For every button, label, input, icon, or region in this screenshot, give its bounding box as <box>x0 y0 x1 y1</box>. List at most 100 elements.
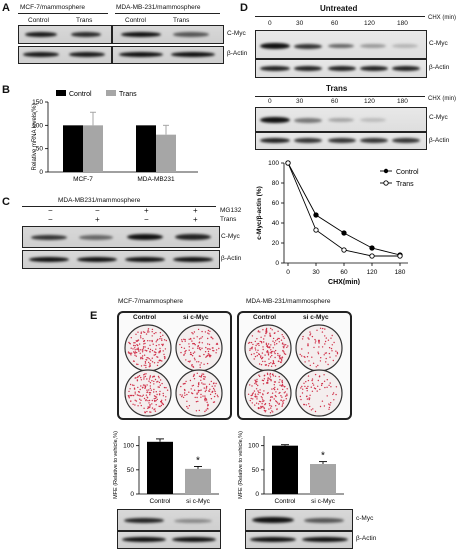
colony <box>142 384 145 386</box>
colony <box>263 390 265 392</box>
colony <box>282 349 284 352</box>
colony <box>307 345 309 347</box>
colony <box>160 404 163 407</box>
bar-si-cmyc <box>185 468 211 494</box>
colony <box>198 375 201 377</box>
colony <box>156 381 158 383</box>
colony <box>330 337 332 339</box>
colony <box>153 388 155 391</box>
colony <box>274 386 276 389</box>
colony <box>151 403 153 405</box>
colony <box>134 391 136 393</box>
colony <box>267 392 269 394</box>
colony <box>267 343 270 345</box>
colony <box>263 407 265 409</box>
colony <box>273 381 276 383</box>
colony <box>335 386 338 388</box>
colony <box>283 399 285 402</box>
colony <box>161 360 163 362</box>
colony <box>147 329 149 331</box>
colony <box>269 378 271 380</box>
colony <box>149 392 152 394</box>
colony <box>188 361 191 363</box>
colony <box>186 405 188 408</box>
colony <box>305 404 307 406</box>
colony <box>198 338 201 340</box>
colony <box>204 351 207 353</box>
colony <box>265 343 268 346</box>
colony <box>286 346 288 349</box>
colony <box>257 384 259 387</box>
colony <box>134 399 136 401</box>
colony <box>254 379 256 381</box>
colony <box>157 386 159 388</box>
colony <box>309 394 311 396</box>
colony <box>184 338 186 341</box>
colony <box>287 345 289 347</box>
colony <box>325 361 327 363</box>
y-tick-label: 0 <box>130 491 134 498</box>
legend-label-control: Control <box>396 169 419 176</box>
colony <box>269 334 271 336</box>
colony <box>199 366 201 369</box>
colony <box>255 396 257 398</box>
colony <box>308 397 310 399</box>
colony <box>135 400 138 402</box>
colony <box>157 375 160 378</box>
colony <box>153 380 155 383</box>
bar-trans <box>83 125 103 172</box>
significance-star: * <box>196 455 200 466</box>
row-label-d-actin-1: β-Actin <box>429 64 450 71</box>
colony <box>261 379 264 381</box>
colony <box>163 386 166 389</box>
colony <box>203 387 205 389</box>
colony <box>324 386 326 389</box>
colony <box>149 387 152 389</box>
colony <box>158 377 160 379</box>
colony <box>148 389 150 391</box>
colony <box>281 405 283 407</box>
colony <box>159 379 162 381</box>
colony <box>210 355 212 357</box>
colony <box>207 408 209 410</box>
colony <box>192 347 194 349</box>
colony <box>132 403 134 405</box>
colony <box>328 408 330 410</box>
colony <box>159 384 161 386</box>
colony <box>275 391 277 393</box>
colony <box>143 407 145 409</box>
colony <box>330 402 332 404</box>
colony <box>280 359 283 361</box>
colony <box>330 386 332 388</box>
colony <box>183 354 185 356</box>
panel-e-letter: E <box>90 310 98 322</box>
colony <box>283 351 285 353</box>
colony <box>142 394 144 396</box>
colony <box>162 344 164 347</box>
colony <box>252 398 254 400</box>
point-control <box>341 230 347 236</box>
colony <box>149 406 151 408</box>
colony <box>139 335 142 337</box>
colony <box>146 391 148 394</box>
colony <box>269 399 272 401</box>
colony <box>186 393 188 396</box>
colony <box>135 377 137 379</box>
colony <box>215 382 217 385</box>
row-label-mg132: MG132 <box>220 207 242 214</box>
colony <box>284 385 286 388</box>
colony <box>184 389 186 392</box>
colony <box>151 357 153 359</box>
colony <box>274 394 276 397</box>
colony <box>154 378 157 381</box>
colony <box>144 375 147 378</box>
colony <box>153 400 156 402</box>
colony <box>277 352 279 355</box>
colony <box>128 341 130 344</box>
colony <box>145 373 147 375</box>
colony <box>151 361 154 363</box>
colony <box>194 396 196 399</box>
colony <box>254 404 256 406</box>
colony <box>146 410 148 413</box>
colony <box>212 382 215 385</box>
